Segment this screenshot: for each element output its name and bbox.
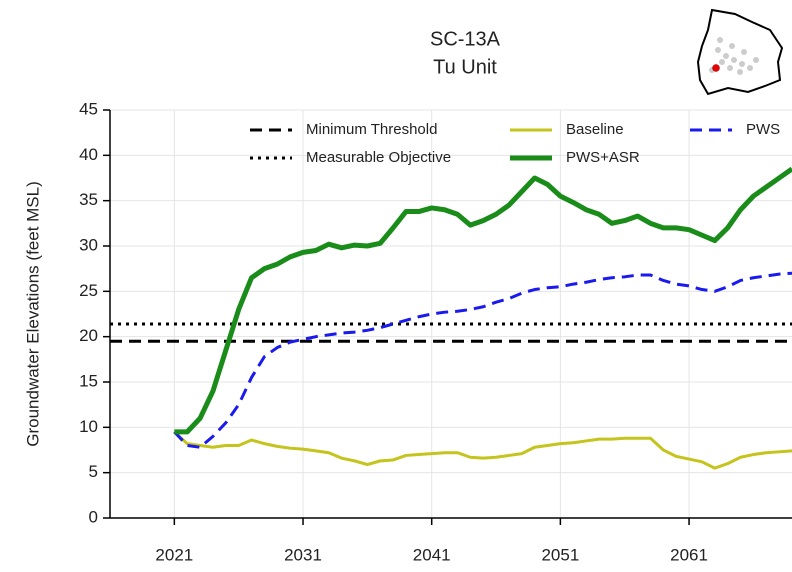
series-line bbox=[173, 271, 792, 449]
legend-label: Baseline bbox=[566, 121, 624, 138]
y-axis-label: Groundwater Elevations (feet MSL) bbox=[23, 181, 42, 447]
locator-map bbox=[696, 8, 784, 96]
y-tick-label: 35 bbox=[79, 190, 98, 209]
x-tick-label: 2061 bbox=[670, 545, 708, 564]
y-tick-label: 10 bbox=[79, 417, 98, 436]
y-tick-label: 15 bbox=[79, 371, 98, 390]
x-tick-label: 2041 bbox=[413, 545, 451, 564]
chart-title: SC-13A bbox=[430, 28, 501, 50]
plot-area bbox=[110, 166, 792, 470]
y-tick-label: 20 bbox=[79, 326, 98, 345]
legend-label: PWS bbox=[746, 121, 780, 138]
y-tick-label: 30 bbox=[79, 235, 98, 254]
x-tick-label: 2051 bbox=[541, 545, 579, 564]
x-tick-label: 2021 bbox=[155, 545, 193, 564]
y-tick-label: 5 bbox=[89, 462, 98, 481]
y-tick-label: 25 bbox=[79, 281, 98, 300]
x-tick-label: 2031 bbox=[284, 545, 322, 564]
y-tick-label: 40 bbox=[79, 145, 98, 164]
y-tick-label: 0 bbox=[89, 507, 98, 526]
legend-label: Minimum Threshold bbox=[306, 121, 437, 138]
legend-label: PWS+ASR bbox=[566, 149, 640, 166]
chart-subtitle: Tu Unit bbox=[433, 56, 497, 78]
legend-label: Measurable Objective bbox=[306, 149, 451, 166]
series-line bbox=[174, 166, 792, 435]
y-tick-label: 45 bbox=[79, 99, 98, 118]
series-line bbox=[173, 430, 792, 470]
